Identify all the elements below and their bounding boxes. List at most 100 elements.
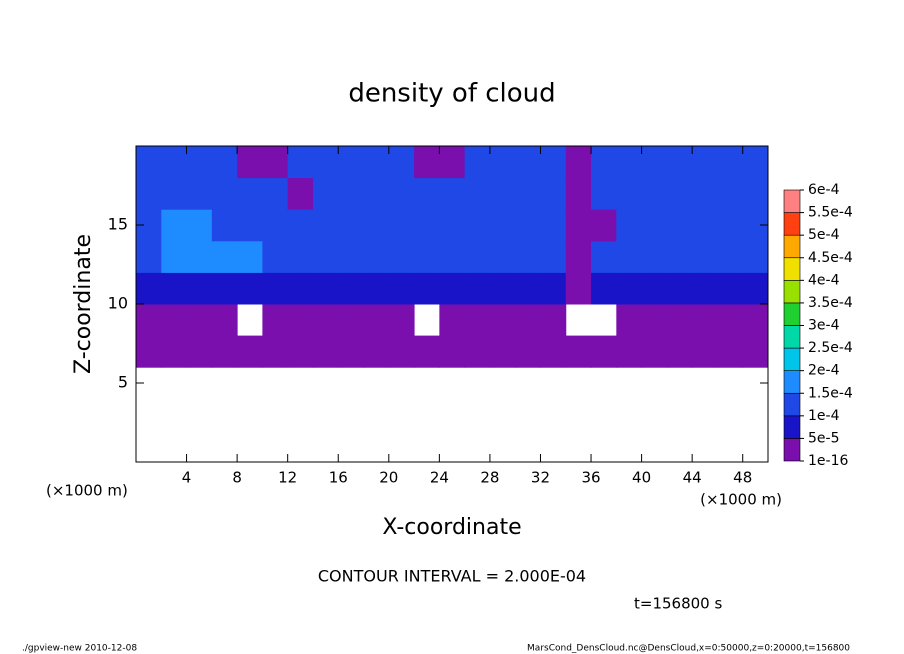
colorbar-box	[783, 347, 801, 371]
field-cell	[464, 304, 491, 337]
field-cell	[161, 240, 188, 273]
y-tick-label: 10	[108, 294, 128, 313]
field-cell	[439, 335, 466, 368]
field-cell	[338, 177, 365, 210]
field-cell	[515, 177, 541, 210]
field-cell	[211, 304, 238, 337]
field-cell	[211, 177, 238, 210]
field-cell	[161, 146, 188, 179]
x-tick-label: 40	[632, 469, 651, 487]
field-cell	[186, 240, 213, 273]
field-cell	[464, 240, 491, 273]
field-cell	[262, 240, 289, 273]
field-cell	[237, 146, 263, 179]
field-cell	[666, 240, 693, 273]
field-cell	[540, 209, 567, 242]
field-cell	[414, 272, 440, 305]
x-tick-label: 48	[733, 469, 752, 487]
field-cell	[692, 209, 718, 242]
x-tick-label: 4	[182, 469, 192, 487]
field-cell	[211, 209, 238, 242]
field-cell	[692, 146, 718, 179]
field-cell	[565, 240, 592, 273]
field-cell	[186, 304, 213, 337]
colorbar-label: 5e-5	[808, 430, 839, 446]
time-label: t=156800 s	[634, 595, 722, 613]
field-cell	[591, 272, 617, 305]
field-cell	[439, 272, 466, 305]
field-cell	[312, 209, 339, 242]
field-cell	[161, 177, 188, 210]
field-cell	[565, 146, 592, 179]
field-cell	[287, 240, 314, 273]
field-cell	[489, 209, 516, 242]
contour-interval: CONTOUR INTERVAL = 2.000E-04	[318, 567, 586, 586]
field-cell	[439, 177, 466, 210]
field-cell	[591, 146, 617, 179]
field-cell	[540, 272, 567, 305]
field-cell	[211, 146, 238, 179]
field-cell	[363, 146, 390, 179]
field-cell	[363, 272, 390, 305]
field-cell	[262, 209, 289, 242]
x-axis-label: X-coordinate	[382, 515, 521, 540]
field-cell	[439, 209, 466, 242]
chart-title: density of cloud	[348, 79, 555, 109]
field-cell	[186, 146, 213, 179]
field-cell	[464, 335, 491, 368]
field-cell	[161, 272, 188, 305]
colorbar-label: 3.5e-4	[808, 295, 853, 311]
colorbar-box	[783, 438, 801, 462]
field-cell	[717, 240, 744, 273]
field-cell	[338, 209, 365, 242]
field-cell	[515, 304, 541, 337]
x-unit-right: (×1000 m)	[700, 491, 782, 509]
field-cell	[136, 335, 162, 368]
field-cell	[363, 177, 390, 210]
colorbar-label: 2.5e-4	[808, 340, 853, 356]
field-cell	[717, 209, 744, 242]
x-tick-label: 36	[581, 469, 600, 487]
field-cell	[439, 240, 466, 273]
field-cell	[211, 240, 238, 273]
field-cell	[742, 146, 769, 179]
field-cell	[363, 304, 390, 337]
field-cell	[565, 177, 592, 210]
field-cell	[338, 335, 365, 368]
field-cell	[641, 177, 668, 210]
field-cell	[540, 146, 567, 179]
field-cell	[489, 177, 516, 210]
field-cell	[616, 240, 643, 273]
field-cell	[312, 335, 339, 368]
field-cell	[363, 335, 390, 368]
field-cell	[616, 304, 643, 337]
field-cell	[414, 240, 440, 273]
field-cell	[540, 335, 567, 368]
footer-right: MarsCond_DensCloud.nc@DensCloud,x=0:5000…	[527, 644, 850, 654]
field-cell	[287, 177, 314, 210]
field-cell	[211, 272, 238, 305]
x-tick-label: 12	[278, 469, 297, 487]
colorbar-label: 6e-4	[808, 182, 840, 198]
field-cell	[161, 304, 188, 337]
field-cell	[515, 146, 541, 179]
field-cell	[363, 209, 390, 242]
field-cell	[388, 272, 415, 305]
field-cell	[287, 304, 314, 337]
field-cell	[641, 304, 668, 337]
field-cell	[287, 209, 314, 242]
footer-left: ./gpview-new 2010-12-08	[22, 644, 137, 654]
field-cell	[363, 240, 390, 273]
colorbar-box	[783, 325, 801, 349]
field-cell	[717, 272, 744, 305]
field-cell	[616, 335, 643, 368]
field-cell	[262, 146, 289, 179]
field-cell	[591, 209, 617, 242]
field-cell	[540, 177, 567, 210]
field-cell	[439, 146, 466, 179]
x-tick-label: 24	[430, 469, 449, 487]
field-cell	[616, 272, 643, 305]
field-cell	[312, 177, 339, 210]
field-cell	[565, 335, 592, 368]
